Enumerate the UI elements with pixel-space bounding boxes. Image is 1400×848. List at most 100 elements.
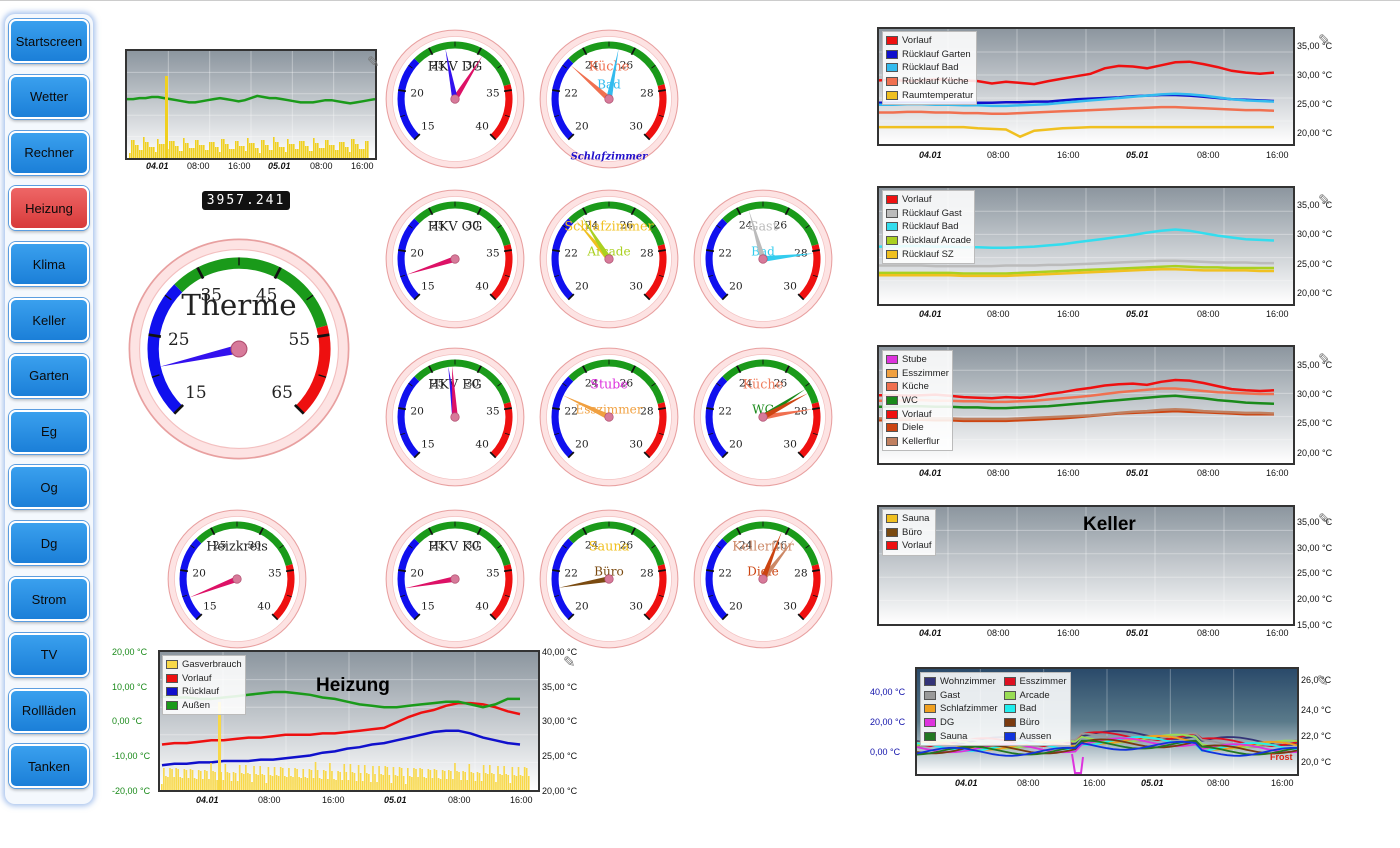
gas-bar bbox=[374, 774, 376, 790]
nav-button-tv[interactable]: TV bbox=[9, 632, 89, 677]
series-line bbox=[879, 267, 1274, 278]
gauge-tick-label: 26 bbox=[774, 218, 788, 231]
edit-pencil-icon[interactable]: ✎ bbox=[1318, 192, 1331, 209]
gas-bar bbox=[238, 765, 241, 790]
nav-button-og[interactable]: Og bbox=[9, 465, 89, 510]
legend-item[interactable]: Esszimmer bbox=[1003, 675, 1067, 689]
legend-label: Sauna bbox=[902, 513, 930, 525]
nav-button-keller[interactable]: Keller bbox=[9, 298, 89, 342]
gauge-label-tertiary: Schlafzimmer bbox=[571, 151, 649, 162]
legend-item[interactable]: Rücklauf Bad bbox=[886, 220, 971, 234]
gas-bar bbox=[220, 772, 223, 790]
gas-bar bbox=[193, 778, 196, 790]
edit-pencil-icon[interactable]: ✎ bbox=[1318, 32, 1331, 49]
c5-time-label: 08:00 bbox=[258, 795, 281, 805]
legend-item[interactable]: Gast bbox=[924, 689, 998, 703]
legend-item[interactable]: Außen bbox=[166, 699, 242, 713]
chart-legend: Vorlauf Rücklauf Gast Rücklauf Bad Rücklauf… bbox=[882, 190, 976, 264]
gas-bar bbox=[365, 141, 367, 158]
gauge-label: HKV DG bbox=[428, 60, 482, 75]
nav-button-heizung[interactable]: Heizung bbox=[9, 186, 89, 231]
gauge-tick-label: 24 bbox=[739, 376, 753, 389]
gauge-tick-label: 24 bbox=[739, 218, 753, 231]
gauge-tick-label: 26 bbox=[774, 538, 788, 551]
gauge-needle bbox=[452, 55, 483, 101]
gas-bar bbox=[302, 769, 305, 790]
legend-item[interactable]: Raumtemperatur bbox=[886, 88, 973, 102]
gas-bar bbox=[199, 145, 201, 158]
legend-item[interactable]: Rücklauf Arcade bbox=[886, 234, 971, 248]
gas-bar bbox=[331, 771, 333, 790]
nav-button-wetter[interactable]: Wetter bbox=[9, 74, 89, 119]
gas-bar bbox=[382, 775, 384, 790]
chart-legend: Wohnzimmer Esszimmer Gast Arcade Schlafzimme… bbox=[920, 672, 1071, 746]
gas-bar bbox=[313, 138, 315, 158]
legend-item[interactable]: Büro bbox=[886, 526, 932, 540]
gas-bar bbox=[495, 782, 497, 790]
nav-button-klima[interactable]: Klima bbox=[9, 242, 89, 287]
nav-button-dg[interactable]: Dg bbox=[9, 521, 89, 566]
gas-bar bbox=[137, 145, 139, 158]
nav-button-garten[interactable]: Garten bbox=[9, 353, 89, 398]
legend-item[interactable]: Wohnzimmer bbox=[924, 675, 998, 689]
gas-bar bbox=[489, 765, 491, 790]
legend-item[interactable]: Diele bbox=[886, 421, 949, 435]
nav-button-strom[interactable]: Strom bbox=[9, 577, 89, 621]
legend-item[interactable]: Vorlauf bbox=[886, 407, 949, 421]
legend-item[interactable]: Büro bbox=[1003, 716, 1067, 730]
gas-bar bbox=[269, 775, 272, 790]
legend-item[interactable]: Bad bbox=[1003, 702, 1067, 716]
legend-item[interactable]: Küche bbox=[886, 380, 949, 394]
legend-item[interactable]: Gasverbrauch bbox=[166, 658, 242, 672]
legend-item[interactable]: Rücklauf SZ bbox=[886, 247, 971, 261]
edit-pencil-icon[interactable]: ✎ bbox=[367, 54, 380, 71]
legend-swatch bbox=[886, 396, 898, 406]
legend-item[interactable]: Kellerflur bbox=[886, 435, 949, 449]
legend-item[interactable]: Rücklauf bbox=[166, 685, 242, 699]
gas-bar bbox=[179, 151, 181, 158]
legend-item[interactable]: Sauna bbox=[886, 512, 932, 526]
legend-item[interactable]: Vorlauf bbox=[166, 672, 242, 686]
legend-item[interactable]: Vorlauf bbox=[886, 539, 932, 553]
legend-item[interactable]: Schlafzimmer bbox=[924, 702, 998, 716]
legend-item[interactable]: Arcade bbox=[1003, 689, 1067, 703]
gas-bar bbox=[185, 143, 187, 158]
edit-pencil-icon[interactable]: ✎ bbox=[563, 654, 576, 671]
gas-bar bbox=[205, 150, 207, 158]
gas-bar bbox=[482, 765, 485, 790]
gas-bar bbox=[149, 147, 151, 158]
legend-item[interactable]: Aussen bbox=[1003, 729, 1067, 743]
legend-item[interactable]: Rücklauf Garten bbox=[886, 48, 973, 62]
gas-bar bbox=[464, 772, 466, 790]
legend-item[interactable]: Vorlauf bbox=[886, 34, 973, 48]
nav-button-rechner[interactable]: Rechner bbox=[9, 130, 89, 175]
gas-bar bbox=[189, 148, 191, 158]
legend-item[interactable]: Sauna bbox=[924, 729, 998, 743]
edit-pencil-icon[interactable]: ✎ bbox=[1318, 351, 1331, 368]
gas-bar bbox=[230, 781, 233, 790]
gas-bar bbox=[281, 147, 283, 158]
gauge-tick-label: 40 bbox=[475, 120, 489, 133]
nav-button-startscreen[interactable]: Startscreen bbox=[9, 19, 89, 63]
gauge-tick-label: 15 bbox=[421, 120, 435, 133]
legend-item[interactable]: Esszimmer bbox=[886, 367, 949, 381]
gas-bar bbox=[468, 764, 471, 790]
edit-pencil-icon[interactable]: ✎ bbox=[1318, 511, 1331, 528]
gas-bar bbox=[341, 142, 343, 158]
nav-button-rollläden[interactable]: Rollläden bbox=[9, 688, 89, 733]
legend-item[interactable]: Vorlauf bbox=[886, 193, 971, 207]
legend-item[interactable]: Rücklauf Bad bbox=[886, 61, 973, 75]
gauge-label: HKV OG bbox=[428, 220, 483, 235]
legend-item[interactable]: WC bbox=[886, 394, 949, 408]
nav-button-tanken[interactable]: Tanken bbox=[9, 744, 89, 789]
legend-item[interactable]: DG bbox=[924, 716, 998, 730]
gas-bar bbox=[204, 770, 206, 790]
legend-item[interactable]: Rücklauf Küche bbox=[886, 75, 973, 89]
nav-button-eg[interactable]: Eg bbox=[9, 409, 89, 454]
gas-bar bbox=[224, 764, 227, 790]
legend-item[interactable]: Rücklauf Gast bbox=[886, 207, 971, 221]
gauge-tick-label: 35 bbox=[486, 405, 500, 418]
edit-pencil-icon[interactable]: ✎ bbox=[1316, 673, 1329, 690]
legend-swatch bbox=[886, 368, 898, 378]
legend-item[interactable]: Stube bbox=[886, 353, 949, 367]
